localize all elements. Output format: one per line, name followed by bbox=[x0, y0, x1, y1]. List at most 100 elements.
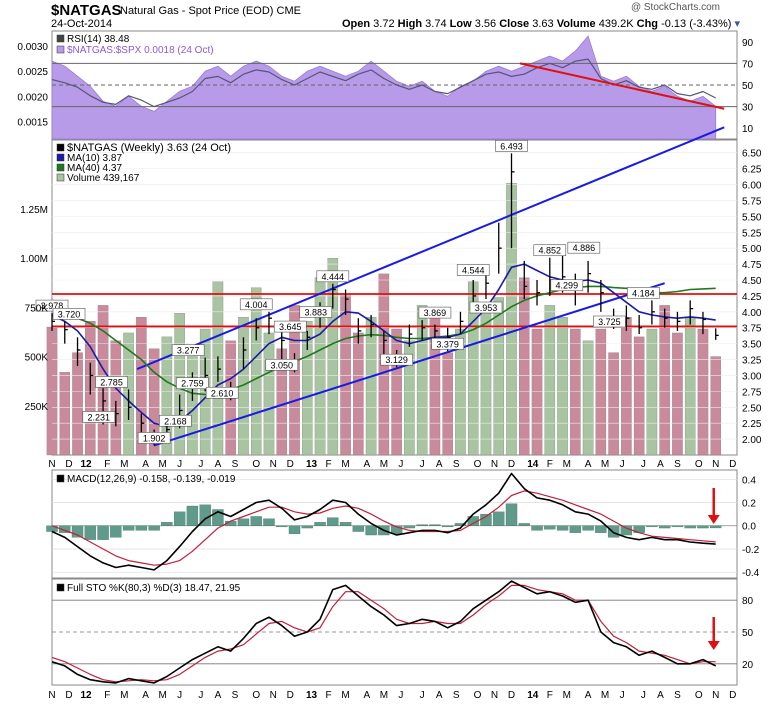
macd-arrow-icon bbox=[707, 488, 720, 524]
macd-histogram-bar bbox=[186, 505, 199, 526]
macd-histogram-bar bbox=[97, 525, 109, 540]
price-label-box bbox=[82, 411, 116, 423]
price-label-text: 3.953 bbox=[475, 303, 498, 313]
macd-histogram-bar bbox=[582, 525, 594, 531]
macd-histogram-bar bbox=[684, 525, 696, 529]
volume-bar bbox=[110, 340, 122, 456]
volume-bar bbox=[365, 317, 377, 456]
x-axis-label: D bbox=[508, 690, 515, 701]
x-axis-label: M bbox=[341, 459, 349, 470]
price-label: 2.231 bbox=[82, 411, 116, 423]
macd-histogram-bar bbox=[697, 525, 709, 529]
rsi-tick-label: 70 bbox=[742, 59, 754, 70]
close-label: Close bbox=[499, 18, 530, 30]
price-label-box bbox=[627, 287, 660, 299]
macd-histogram-bar bbox=[671, 525, 684, 528]
stochastic-tick-label: 50 bbox=[742, 628, 754, 639]
x-axis-label: N bbox=[270, 690, 277, 701]
price-label: 3.883 bbox=[299, 306, 333, 318]
price-label: 4.886 bbox=[567, 241, 601, 254]
price-tick-label: 2.50 bbox=[742, 403, 762, 414]
price-label-text: 3.050 bbox=[270, 360, 293, 370]
volume-bar bbox=[289, 305, 300, 456]
x-axis-label: 13 bbox=[306, 459, 318, 470]
price-label-text: 2.231 bbox=[88, 412, 111, 422]
volume-bar bbox=[442, 352, 453, 456]
price-label-box bbox=[418, 306, 452, 319]
chart-date: 24-Oct-2014 bbox=[51, 18, 113, 30]
price-tick-label: 2.25 bbox=[742, 419, 762, 430]
price-label: 3.869 bbox=[418, 306, 452, 319]
low-value: 3.56 bbox=[474, 18, 497, 30]
price-tick-label: 5.25 bbox=[742, 228, 762, 239]
macd-histogram-bar bbox=[403, 525, 416, 529]
macd-histogram bbox=[46, 503, 722, 540]
price-label: 2.759 bbox=[176, 377, 209, 390]
stochastic-d-line bbox=[51, 584, 716, 683]
price-label-box bbox=[550, 279, 584, 292]
instrument-subtitle: Natural Gas - Spot Price (EOD) CME bbox=[120, 5, 301, 17]
volume-bar bbox=[136, 317, 147, 456]
price-legend-icon bbox=[56, 163, 65, 172]
x-axis-label: N bbox=[48, 690, 55, 701]
high-label: High bbox=[397, 18, 423, 30]
macd-histogram-bar bbox=[135, 525, 148, 531]
price-label-text: 3.869 bbox=[424, 308, 447, 318]
price-label: 4.184 bbox=[627, 287, 660, 299]
price-label-box bbox=[299, 306, 333, 318]
chevron-down-icon[interactable]: ▾ bbox=[734, 18, 740, 30]
stochastic-tick-label: 20 bbox=[742, 660, 754, 671]
macd-histogram-bar bbox=[237, 518, 250, 526]
macd-histogram-bar bbox=[556, 525, 569, 531]
price-label: 4.444 bbox=[316, 270, 350, 283]
price-label-text: 4.004 bbox=[245, 300, 268, 310]
x-axis-label: D bbox=[65, 459, 72, 470]
subtitle-text: Natural Gas - Spot Price (EOD) bbox=[120, 5, 274, 17]
price-legend-label: Volume 439,167 bbox=[67, 173, 140, 184]
volume-bar bbox=[608, 352, 619, 456]
price-tick-label: 5.50 bbox=[742, 212, 762, 223]
x-axis-label: N bbox=[270, 459, 277, 470]
price-tick-label: 4.00 bbox=[742, 308, 762, 319]
price-label-text: 4.184 bbox=[632, 288, 655, 298]
high-value: 3.74 bbox=[425, 18, 447, 30]
macd-histogram-bar bbox=[595, 525, 607, 533]
volume-bar bbox=[646, 328, 658, 456]
macd-histogram-bar bbox=[607, 525, 620, 538]
low-label: Low bbox=[449, 18, 472, 30]
volume-bar bbox=[544, 305, 556, 456]
macd-histogram-bar bbox=[148, 525, 160, 531]
volume-bar bbox=[557, 317, 568, 456]
macd-histogram-bar bbox=[122, 525, 135, 531]
price-legend-icon bbox=[56, 173, 65, 182]
copyright-text: @ StockCharts.com bbox=[630, 2, 720, 13]
x-axis-label: O bbox=[695, 690, 703, 701]
arrow-head bbox=[707, 515, 720, 524]
price-label-text: 6.493 bbox=[500, 141, 523, 151]
price-label-text: 3.277 bbox=[177, 346, 200, 356]
price-label-box bbox=[431, 337, 464, 350]
arrow-head bbox=[707, 641, 720, 650]
price-label-text: 2.785 bbox=[100, 377, 123, 387]
macd-legend-label: MACD(12,26,9) -0.158, -0.139, -0.019 bbox=[67, 474, 236, 485]
price-label-text: 2.168 bbox=[164, 416, 187, 426]
volume-bar bbox=[327, 257, 339, 456]
price-tick-label: 3.50 bbox=[742, 340, 762, 351]
macd-histogram-bar bbox=[390, 525, 403, 535]
price-label-text: 3.720 bbox=[58, 309, 81, 319]
volume-bar bbox=[263, 332, 275, 456]
price-tick-label: 6.50 bbox=[742, 149, 762, 160]
volume-bar bbox=[595, 328, 607, 456]
macd-histogram-bar bbox=[263, 518, 275, 526]
x-axis-label: 14 bbox=[527, 690, 539, 701]
macd-histogram-bar bbox=[314, 522, 326, 526]
volume-bar bbox=[710, 356, 721, 456]
volume-bar bbox=[493, 297, 504, 456]
volume-tick-label: 500K bbox=[25, 353, 49, 364]
price-label: 4.544 bbox=[456, 264, 490, 276]
exchange-text: CME bbox=[276, 5, 301, 17]
volume-bar bbox=[621, 317, 632, 456]
macd-line bbox=[51, 472, 716, 571]
x-axis-label: N bbox=[491, 690, 498, 701]
